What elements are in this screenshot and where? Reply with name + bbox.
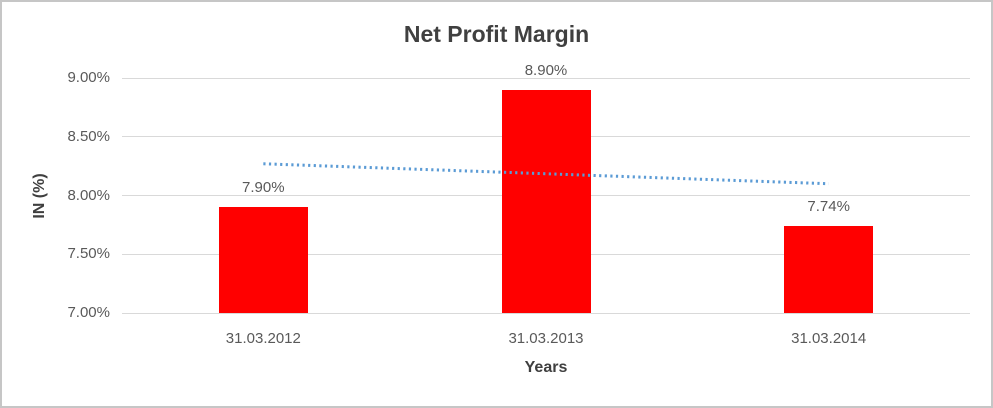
x-axis-tick-label: 31.03.2012 (225, 330, 301, 347)
y-axis-tick-label: 9.00% (67, 69, 110, 86)
bar-data-label: 7.90% (242, 179, 285, 197)
y-gridline (122, 77, 970, 79)
chart-title: Net Profit Margin (403, 21, 590, 47)
bar (218, 207, 308, 313)
bar-data-label: 7.74% (807, 198, 850, 216)
bar (784, 226, 874, 313)
x-axis-tick-label: 31.03.2014 (791, 330, 867, 347)
y-axis-tick-label: 8.00% (67, 186, 110, 204)
x-axis-title: Years (524, 359, 568, 376)
y-gridline (122, 312, 970, 314)
y-axis-tick-label: 7.00% (67, 304, 110, 321)
bar (501, 89, 591, 313)
bar-data-label: 8.90% (524, 61, 568, 79)
y-axis-tick-label: 7.50% (67, 245, 110, 263)
x-axis-tick-label: 31.03.2013 (508, 330, 584, 347)
y-axis-tick-label: 8.50% (67, 127, 110, 145)
